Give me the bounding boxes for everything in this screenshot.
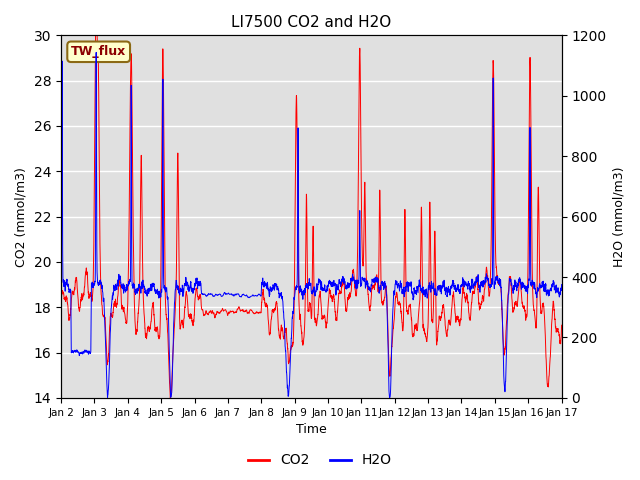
Y-axis label: CO2 (mmol/m3): CO2 (mmol/m3)	[15, 167, 28, 266]
Text: TW_flux: TW_flux	[71, 45, 126, 58]
X-axis label: Time: Time	[296, 423, 326, 436]
Title: LI7500 CO2 and H2O: LI7500 CO2 and H2O	[231, 15, 392, 30]
Y-axis label: H2O (mmol/m3): H2O (mmol/m3)	[612, 167, 625, 267]
Legend: CO2, H2O: CO2, H2O	[243, 448, 397, 473]
